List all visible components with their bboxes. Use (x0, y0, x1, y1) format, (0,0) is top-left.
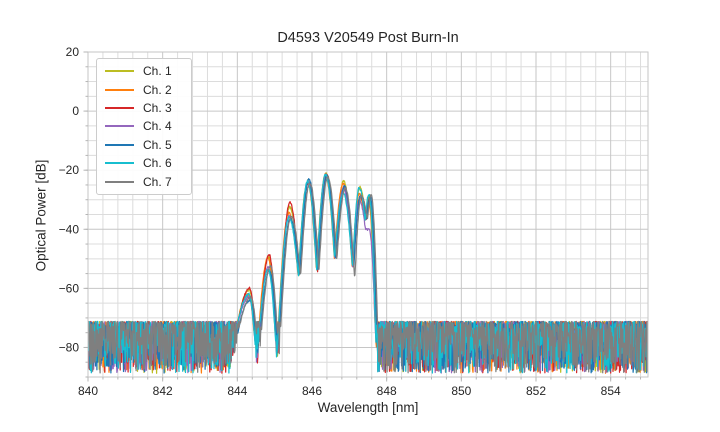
x-tick-label: 846 (302, 384, 322, 398)
legend-line-swatch (105, 162, 134, 165)
x-tick-label: 842 (153, 384, 173, 398)
legend-item-label: Ch. 3 (143, 101, 172, 116)
y-tick-label: −60 (59, 281, 80, 295)
legend-item: Ch. 6 (97, 154, 191, 172)
legend: Ch. 1 Ch. 2 Ch. 3 Ch. 4 Ch. 5 Ch. 6 Ch. 7 (96, 58, 192, 195)
y-tick-label: −20 (59, 163, 80, 177)
x-tick-label: 854 (601, 384, 621, 398)
legend-item: Ch. 2 (97, 81, 191, 99)
legend-item-label: Ch. 1 (143, 64, 172, 79)
x-axis-label: Wavelength [nm] (317, 400, 419, 415)
x-tick-label: 844 (227, 384, 247, 398)
x-tick-label: 840 (78, 384, 98, 398)
x-tick-labels: 840 842 844 846 848 850 852 854 (78, 384, 621, 398)
legend-item: Ch. 7 (97, 173, 191, 191)
x-tick-label: 850 (451, 384, 471, 398)
legend-item: Ch. 4 (97, 117, 191, 135)
y-axis-label: Optical Power [dB] (33, 159, 49, 272)
legend-item: Ch. 5 (97, 136, 191, 154)
legend-line-swatch (105, 180, 134, 183)
y-tick-label: −40 (59, 222, 80, 236)
x-tick-label: 848 (377, 384, 397, 398)
legend-item-label: Ch. 6 (143, 156, 172, 171)
x-tick-label: 852 (526, 384, 546, 398)
legend-line-swatch (105, 88, 134, 91)
y-tick-label: −80 (59, 340, 80, 354)
legend-item-label: Ch. 4 (143, 119, 172, 134)
legend-line-swatch (105, 125, 134, 128)
y-tick-labels: 20 0 −20 −40 −60 −80 (59, 45, 80, 354)
series-lines (88, 172, 648, 374)
legend-item: Ch. 1 (97, 62, 191, 80)
y-tick-label: 0 (72, 104, 79, 118)
series-line-ch-7 (88, 175, 648, 374)
legend-line-swatch (105, 143, 134, 146)
chart-title: D4593 V20549 Post Burn-In (277, 30, 459, 46)
legend-item: Ch. 3 (97, 99, 191, 117)
legend-item-label: Ch. 2 (143, 82, 172, 97)
legend-item-label: Ch. 5 (143, 137, 172, 152)
legend-line-swatch (105, 107, 134, 110)
legend-item-label: Ch. 7 (143, 174, 172, 189)
legend-line-swatch (105, 70, 134, 73)
tick-marks (83, 51, 642, 382)
y-tick-label: 20 (66, 45, 80, 59)
